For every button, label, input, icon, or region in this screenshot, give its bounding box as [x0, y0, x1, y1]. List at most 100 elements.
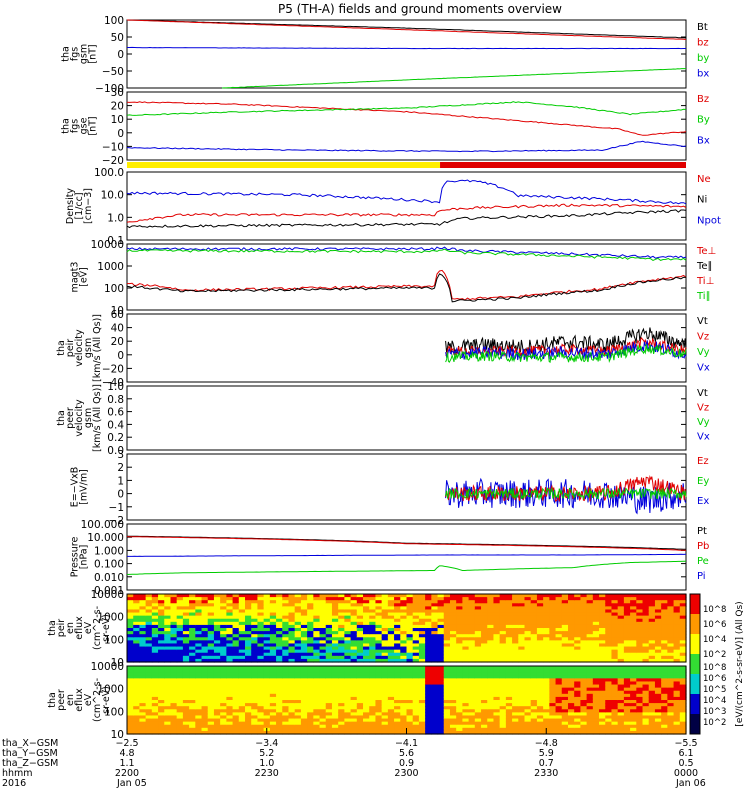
spectrogram-cell	[294, 700, 302, 704]
spectrogram-cell	[648, 666, 656, 670]
spectrogram-cell	[400, 672, 408, 676]
spectrogram-cell	[605, 730, 613, 735]
spectrogram-cell	[437, 606, 445, 611]
spectrogram-cell	[158, 684, 165, 689]
y-axis-label: Pressure[nPa]	[70, 537, 90, 578]
spectrogram-cell	[344, 606, 352, 611]
spectrogram-cell	[263, 724, 271, 729]
spectrogram-cell	[412, 618, 420, 623]
spectrogram-cell	[654, 609, 662, 614]
spectrogram-cell	[530, 690, 538, 695]
spectrogram-cell	[207, 597, 215, 601]
spectrogram-cell	[170, 684, 178, 689]
spectrogram-cell	[530, 703, 538, 707]
spectrogram-cell	[536, 675, 544, 679]
spectrogram-cell	[567, 724, 575, 729]
spectrogram-cell	[667, 715, 675, 720]
spectrogram-cell	[263, 615, 271, 620]
spectrogram-cell	[282, 655, 290, 660]
spectrogram-cell	[251, 624, 259, 629]
spectrogram-cell	[462, 621, 470, 626]
spectrogram-cell	[344, 693, 352, 698]
colorbar-cell	[690, 690, 700, 693]
spectrogram-cell	[338, 718, 345, 723]
spectrogram-cell	[412, 706, 420, 710]
spectrogram-cell	[282, 706, 290, 710]
spectrogram-cell	[449, 703, 457, 707]
spectrogram-cell	[425, 628, 432, 632]
spectrogram-cell	[518, 634, 526, 638]
spectrogram-cell	[418, 634, 426, 638]
spectrogram-cell	[245, 684, 252, 689]
spectrogram-cell	[245, 727, 252, 732]
spectrogram-cell	[232, 669, 240, 673]
spectrogram-cell	[661, 709, 668, 713]
spectrogram-cell	[673, 687, 681, 692]
spectrogram-cell	[369, 655, 377, 660]
spectrogram-cell	[667, 600, 675, 604]
spectrogram-cell	[512, 709, 519, 713]
spectrogram-cell	[481, 690, 488, 695]
spectrogram-cell	[599, 649, 606, 654]
spectrogram-cell	[238, 631, 246, 635]
colorbar-cell	[690, 660, 700, 663]
spectrogram-cell	[468, 655, 476, 660]
spectrogram-cell	[263, 669, 271, 673]
spectrogram-cell	[437, 597, 445, 601]
spectrogram-cell	[381, 646, 389, 651]
spectrogram-cell	[282, 640, 290, 645]
spectrogram-cell	[679, 634, 687, 638]
spectrogram-cell	[145, 658, 153, 663]
spectrogram-cell	[232, 690, 240, 695]
spectrogram-cell	[468, 594, 476, 598]
spectrogram-cell	[505, 637, 513, 641]
spectrogram-cell	[170, 652, 178, 657]
spectrogram-cell	[356, 672, 364, 676]
spectrogram-cell	[468, 637, 476, 641]
spectrogram-cell	[400, 669, 408, 673]
spectrogram-cell	[288, 718, 296, 723]
spectrogram-cell	[549, 706, 557, 710]
spectrogram-cell	[549, 600, 557, 604]
spectrogram-cell	[350, 706, 358, 710]
spectrogram-cell	[363, 628, 370, 632]
colorbar-cell	[690, 640, 700, 643]
spectrogram-cell	[356, 730, 364, 735]
spectrogram-cell	[245, 709, 252, 713]
spectrogram-cell	[164, 724, 172, 729]
spectrogram-cell	[623, 634, 631, 638]
spectrogram-cell	[642, 666, 650, 670]
spectrogram-cell	[599, 672, 606, 676]
spectrogram-cell	[325, 628, 333, 632]
spectrogram-cell	[561, 712, 569, 717]
spectrogram-cell	[536, 603, 544, 607]
spectrogram-cell	[443, 624, 451, 629]
spectrogram-cell	[474, 594, 482, 598]
spectrogram-cell	[673, 637, 681, 641]
spectrogram-cell	[673, 612, 681, 617]
spectrogram-cell	[543, 606, 550, 611]
spectrogram-cell	[394, 721, 401, 726]
spectrogram-cell	[269, 690, 277, 695]
spectrogram-cell	[487, 721, 495, 726]
spectrogram-cell	[549, 643, 557, 648]
spectrogram-cell	[536, 621, 544, 626]
spectrogram-cell	[468, 597, 476, 601]
spectrogram-cell	[617, 675, 625, 679]
spectrogram-cell	[437, 709, 445, 713]
spectrogram-cell	[437, 634, 445, 638]
spectrogram-cell	[418, 655, 426, 660]
spectrogram-cell	[406, 669, 414, 673]
spectrogram-cell	[474, 693, 482, 698]
spectrogram-cell	[213, 681, 221, 686]
spectrogram-cell	[369, 681, 377, 686]
spectrogram-cell	[151, 606, 159, 611]
spectrogram-cell	[189, 634, 196, 638]
spectrogram-cell	[189, 696, 196, 701]
spectrogram-cell	[418, 696, 426, 701]
spectrogram-cell	[574, 637, 582, 641]
spectrogram-cell	[226, 634, 234, 638]
spectrogram-cell	[195, 672, 203, 676]
spectrogram-cell	[164, 684, 172, 689]
spectrogram-cell	[499, 721, 507, 726]
